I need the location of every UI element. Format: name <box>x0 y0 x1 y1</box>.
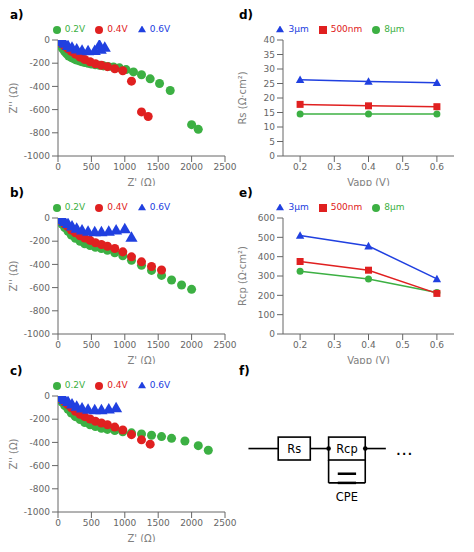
html-text:500nm: 500nm <box>330 202 363 212</box>
svg-text:-200: -200 <box>30 414 51 424</box>
html-text:0.2V: 0.2V <box>64 202 86 212</box>
svg-text:20: 20 <box>264 93 276 103</box>
html-text:a): a) <box>10 8 24 22</box>
svg-text:-400: -400 <box>30 82 51 92</box>
svg-text:35: 35 <box>264 50 275 60</box>
svg-text:400: 400 <box>258 252 275 262</box>
svg-text:2500: 2500 <box>214 518 237 528</box>
svg-text:0.6: 0.6 <box>430 162 445 172</box>
svg-text:2000: 2000 <box>180 518 203 528</box>
svg-text:100: 100 <box>258 310 275 320</box>
svg-text:-600: -600 <box>30 461 51 471</box>
svg-text:Z'' (Ω): Z'' (Ω) <box>8 82 19 113</box>
svg-text:Z' (Ω): Z' (Ω) <box>127 533 155 542</box>
svg-text:Z'' (Ω): Z'' (Ω) <box>8 260 19 291</box>
svg-text:0.4: 0.4 <box>361 162 376 172</box>
svg-text:25: 25 <box>264 79 275 89</box>
html-text:0.6V: 0.6V <box>149 380 171 390</box>
svg-text:-1000: -1000 <box>24 329 50 339</box>
svg-text:Rs (Ω·cm²): Rs (Ω·cm²) <box>237 71 248 124</box>
svg-text:Rs: Rs <box>287 442 301 456</box>
svg-text:500: 500 <box>83 518 100 528</box>
html-text:0.4V: 0.4V <box>107 24 128 34</box>
svg-text:0: 0 <box>269 151 275 161</box>
svg-text:1500: 1500 <box>147 518 170 528</box>
svg-text:200: 200 <box>258 291 275 301</box>
svg-text:0.2: 0.2 <box>293 340 307 350</box>
svg-text:-200: -200 <box>30 58 51 68</box>
svg-text:0: 0 <box>44 213 50 223</box>
svg-text:-800: -800 <box>30 484 51 494</box>
svg-text:2500: 2500 <box>214 340 237 350</box>
svg-text:Rcp (Ω·cm²): Rcp (Ω·cm²) <box>237 246 248 306</box>
html-text:8μm: 8μm <box>384 202 405 212</box>
svg-text:15: 15 <box>264 108 275 118</box>
svg-text:1000: 1000 <box>113 340 136 350</box>
html-text:0.4V: 0.4V <box>107 380 128 390</box>
svg-text:1500: 1500 <box>147 340 170 350</box>
html-text:3μm: 3μm <box>288 24 309 34</box>
svg-text:0: 0 <box>44 35 50 45</box>
svg-text:-1000: -1000 <box>24 507 50 517</box>
html-text:0.2V: 0.2V <box>64 24 86 34</box>
svg-text:Rcp: Rcp <box>336 442 358 456</box>
svg-text:-800: -800 <box>30 306 51 316</box>
svg-text:10: 10 <box>264 122 276 132</box>
svg-text:-400: -400 <box>30 260 51 270</box>
html-text:3μm: 3μm <box>288 202 309 212</box>
svg-text:2000: 2000 <box>180 162 203 172</box>
html-text:b): b) <box>10 186 25 200</box>
svg-text:...: ... <box>395 438 412 459</box>
html-text:0.6V: 0.6V <box>149 202 171 212</box>
html-text:e): e) <box>239 186 253 200</box>
html-text:0.6V: 0.6V <box>149 24 171 34</box>
svg-text:0.6: 0.6 <box>430 340 445 350</box>
svg-text:40: 40 <box>264 35 276 45</box>
svg-text:500: 500 <box>258 233 275 243</box>
svg-text:300: 300 <box>258 271 275 281</box>
svg-text:Z'' (Ω): Z'' (Ω) <box>8 438 19 469</box>
svg-text:0.5: 0.5 <box>396 162 410 172</box>
svg-text:2500: 2500 <box>214 162 237 172</box>
svg-text:-600: -600 <box>30 283 51 293</box>
svg-text:0: 0 <box>44 391 50 401</box>
svg-text:0.2: 0.2 <box>293 162 307 172</box>
svg-text:500: 500 <box>83 340 100 350</box>
svg-text:-400: -400 <box>30 438 51 448</box>
svg-text:0: 0 <box>269 329 275 339</box>
svg-text:600: 600 <box>258 213 275 223</box>
svg-text:0: 0 <box>55 518 61 528</box>
svg-text:5: 5 <box>269 137 275 147</box>
html-text:c): c) <box>10 364 23 378</box>
svg-text:Z' (Ω): Z' (Ω) <box>127 177 155 186</box>
svg-text:0.4: 0.4 <box>361 340 376 350</box>
svg-text:1000: 1000 <box>113 162 136 172</box>
svg-text:0.3: 0.3 <box>327 162 341 172</box>
svg-text:-600: -600 <box>30 105 51 115</box>
svg-text:Vapp (V): Vapp (V) <box>347 355 390 364</box>
html-text:f): f) <box>239 364 250 378</box>
svg-text:500: 500 <box>83 162 100 172</box>
html-text:500nm: 500nm <box>330 24 363 34</box>
svg-text:-200: -200 <box>30 236 51 246</box>
svg-text:Vapp (V): Vapp (V) <box>347 177 390 186</box>
svg-text:-800: -800 <box>30 128 51 138</box>
svg-text:Z' (Ω): Z' (Ω) <box>127 355 155 364</box>
svg-text:0: 0 <box>55 162 61 172</box>
html-text:8μm: 8μm <box>384 24 405 34</box>
svg-text:30: 30 <box>264 64 276 74</box>
svg-text:2000: 2000 <box>180 340 203 350</box>
svg-text:1000: 1000 <box>113 518 136 528</box>
svg-text:0: 0 <box>55 340 61 350</box>
svg-text:-1000: -1000 <box>24 151 50 161</box>
html-text:0.2V: 0.2V <box>64 380 86 390</box>
svg-text:1500: 1500 <box>147 162 170 172</box>
svg-text:CPE: CPE <box>336 490 358 504</box>
svg-text:0.3: 0.3 <box>327 340 341 350</box>
html-text:0.4V: 0.4V <box>107 202 128 212</box>
html-text:d): d) <box>239 8 254 22</box>
svg-text:0.5: 0.5 <box>396 340 410 350</box>
